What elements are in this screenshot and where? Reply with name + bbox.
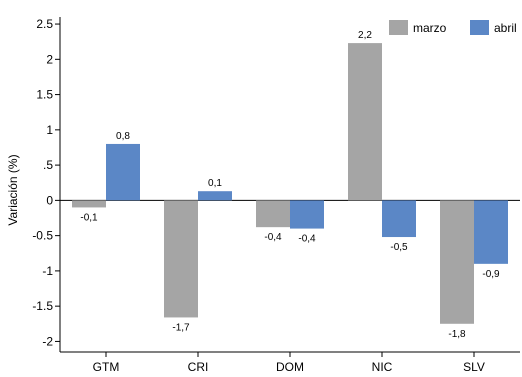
- data-label-abril: -0,9: [482, 269, 500, 280]
- data-label-marzo: -1,8: [448, 329, 466, 340]
- legend-swatch-abril: [470, 20, 489, 35]
- data-label-abril: 0,8: [116, 131, 130, 142]
- bar-marzo: [348, 43, 382, 201]
- data-label-abril: -0,4: [298, 234, 316, 245]
- legend-swatch-marzo: [389, 20, 408, 35]
- x-tick-label: CRI: [188, 360, 209, 372]
- data-label-abril: 0,1: [208, 178, 222, 189]
- x-tick-label: DOM: [276, 360, 304, 372]
- y-tick-label: 2: [46, 52, 53, 66]
- bar-marzo: [164, 200, 198, 318]
- legend-label-abril: abril: [494, 21, 517, 35]
- y-axis: 2.521.51.50-0.5-1-1.5-2: [32, 17, 61, 352]
- legend: marzo abril: [389, 20, 517, 35]
- x-tick-label: GTM: [93, 360, 120, 372]
- data-label-abril: -0,5: [390, 242, 408, 253]
- y-tick-label: -2: [42, 334, 53, 348]
- x-tick-label: SLV: [463, 360, 485, 372]
- x-tick-label: NIC: [372, 360, 393, 372]
- bar-abril: [106, 143, 140, 201]
- bar-abril: [198, 191, 232, 201]
- bar-marzo: [440, 200, 474, 324]
- data-label-marzo: -1,7: [172, 322, 190, 333]
- y-tick-label: 1: [46, 123, 53, 137]
- data-label-marzo: -0,4: [264, 232, 282, 243]
- y-axis-title: Variación (%): [6, 154, 20, 225]
- y-tick-label: -1.5: [32, 299, 53, 313]
- bar-abril: [382, 200, 416, 238]
- y-tick-label: 2.5: [36, 17, 53, 31]
- y-tick-label: 0: [46, 193, 53, 207]
- bar-abril: [474, 200, 508, 264]
- y-tick-label: -0.5: [32, 229, 53, 243]
- y-tick-label: .5: [43, 158, 53, 172]
- data-labels: -0,1 0,8 -1,7 0,1 -0,4 -0,4 2,2 -0,5 -1,8 -0,9: [80, 30, 500, 340]
- bar-abril: [290, 200, 324, 229]
- data-label-marzo: 2,2: [358, 30, 372, 41]
- bars: [72, 43, 508, 324]
- y-tick-label: -1: [42, 264, 53, 278]
- data-label-marzo: -0,1: [80, 212, 98, 223]
- y-tick-label: 1.5: [36, 88, 53, 102]
- bar-marzo: [256, 200, 290, 228]
- bar-marzo: [72, 200, 106, 208]
- legend-label-marzo: marzo: [413, 21, 447, 35]
